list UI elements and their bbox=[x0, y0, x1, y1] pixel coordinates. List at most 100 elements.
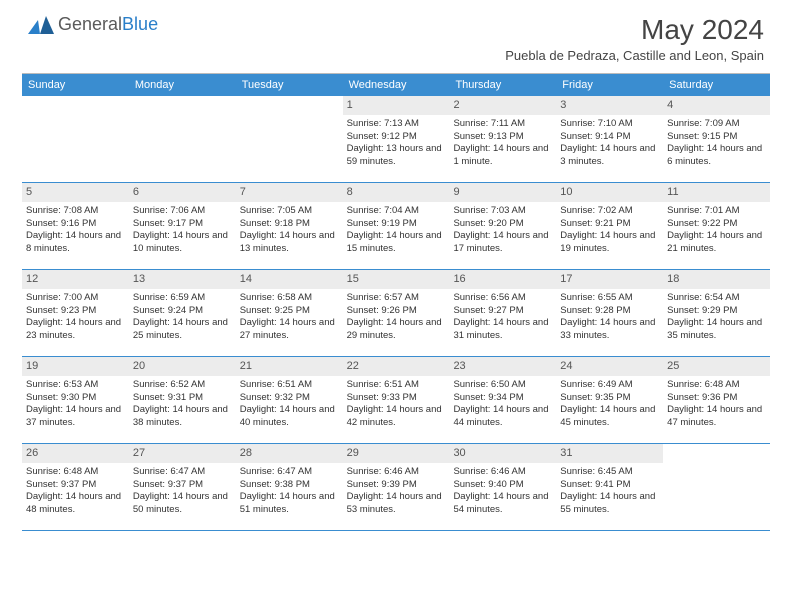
day-number: 23 bbox=[449, 357, 556, 376]
daylight-line: Daylight: 13 hours and 59 minutes. bbox=[347, 143, 446, 169]
day-cell: 6Sunrise: 7:06 AMSunset: 9:17 PMDaylight… bbox=[129, 183, 236, 269]
daylight-line: Daylight: 14 hours and 13 minutes. bbox=[240, 230, 339, 256]
sunrise-line: Sunrise: 7:05 AM bbox=[240, 205, 339, 218]
daylight-line: Daylight: 14 hours and 17 minutes. bbox=[453, 230, 552, 256]
week-row: 1Sunrise: 7:13 AMSunset: 9:12 PMDaylight… bbox=[22, 96, 770, 183]
month-title: May 2024 bbox=[505, 14, 764, 46]
day-number: 2 bbox=[449, 96, 556, 115]
week-row: 5Sunrise: 7:08 AMSunset: 9:16 PMDaylight… bbox=[22, 183, 770, 270]
sunset-line: Sunset: 9:37 PM bbox=[26, 479, 125, 492]
day-number: 26 bbox=[22, 444, 129, 463]
sunrise-line: Sunrise: 7:09 AM bbox=[667, 118, 766, 131]
day-cell: 13Sunrise: 6:59 AMSunset: 9:24 PMDayligh… bbox=[129, 270, 236, 356]
sunrise-line: Sunrise: 7:04 AM bbox=[347, 205, 446, 218]
sunset-line: Sunset: 9:27 PM bbox=[453, 305, 552, 318]
day-cell: 14Sunrise: 6:58 AMSunset: 9:25 PMDayligh… bbox=[236, 270, 343, 356]
day-number: 24 bbox=[556, 357, 663, 376]
sunrise-line: Sunrise: 6:56 AM bbox=[453, 292, 552, 305]
weeks-container: 1Sunrise: 7:13 AMSunset: 9:12 PMDaylight… bbox=[22, 96, 770, 531]
day-cell: 2Sunrise: 7:11 AMSunset: 9:13 PMDaylight… bbox=[449, 96, 556, 182]
sunset-line: Sunset: 9:39 PM bbox=[347, 479, 446, 492]
day-cell: 16 Sunrise: 6:56 AMSunset: 9:27 PMDayligh… bbox=[449, 270, 556, 356]
weekday-header: Monday bbox=[129, 74, 236, 96]
sunrise-line: Sunrise: 7:00 AM bbox=[26, 292, 125, 305]
day-cell: 24Sunrise: 6:49 AMSunset: 9:35 PMDayligh… bbox=[556, 357, 663, 443]
sunrise-line: Sunrise: 7:11 AM bbox=[453, 118, 552, 131]
sunset-line: Sunset: 9:12 PM bbox=[347, 131, 446, 144]
sunset-line: Sunset: 9:24 PM bbox=[133, 305, 232, 318]
sunrise-line: Sunrise: 7:06 AM bbox=[133, 205, 232, 218]
sunset-line: Sunset: 9:34 PM bbox=[453, 392, 552, 405]
sunset-line: Sunset: 9:14 PM bbox=[560, 131, 659, 144]
logo: GeneralBlue bbox=[28, 14, 158, 35]
day-number: 16 bbox=[449, 270, 556, 289]
day-number: 6 bbox=[129, 183, 236, 202]
day-number: 22 bbox=[343, 357, 450, 376]
daylight-line: Daylight: 14 hours and 15 minutes. bbox=[347, 230, 446, 256]
sunrise-line: Sunrise: 6:58 AM bbox=[240, 292, 339, 305]
sunset-line: Sunset: 9:18 PM bbox=[240, 218, 339, 231]
sunrise-line: Sunrise: 6:53 AM bbox=[26, 379, 125, 392]
day-cell bbox=[22, 96, 129, 182]
weekday-header: Friday bbox=[556, 74, 663, 96]
day-number: 8 bbox=[343, 183, 450, 202]
daylight-line: Daylight: 14 hours and 19 minutes. bbox=[560, 230, 659, 256]
sunset-line: Sunset: 9:30 PM bbox=[26, 392, 125, 405]
daylight-line: Daylight: 14 hours and 44 minutes. bbox=[453, 404, 552, 430]
daylight-line: Daylight: 14 hours and 3 minutes. bbox=[560, 143, 659, 169]
sunset-line: Sunset: 9:40 PM bbox=[453, 479, 552, 492]
day-number: 14 bbox=[236, 270, 343, 289]
sunset-line: Sunset: 9:37 PM bbox=[133, 479, 232, 492]
day-number: 25 bbox=[663, 357, 770, 376]
daylight-line: Daylight: 14 hours and 33 minutes. bbox=[560, 317, 659, 343]
daylight-line: Daylight: 14 hours and 40 minutes. bbox=[240, 404, 339, 430]
daylight-line: Daylight: 14 hours and 31 minutes. bbox=[453, 317, 552, 343]
daylight-line: Daylight: 14 hours and 50 minutes. bbox=[133, 491, 232, 517]
day-number: 17 bbox=[556, 270, 663, 289]
day-number: 4 bbox=[663, 96, 770, 115]
daylight-line: Daylight: 14 hours and 25 minutes. bbox=[133, 317, 232, 343]
day-number: 12 bbox=[22, 270, 129, 289]
daylight-line: Daylight: 14 hours and 51 minutes. bbox=[240, 491, 339, 517]
day-number: 5 bbox=[22, 183, 129, 202]
day-number: 11 bbox=[663, 183, 770, 202]
sunrise-line: Sunrise: 6:59 AM bbox=[133, 292, 232, 305]
sunset-line: Sunset: 9:31 PM bbox=[133, 392, 232, 405]
sunrise-line: Sunrise: 7:08 AM bbox=[26, 205, 125, 218]
weekday-header: Sunday bbox=[22, 74, 129, 96]
day-cell: 21Sunrise: 6:51 AMSunset: 9:32 PMDayligh… bbox=[236, 357, 343, 443]
sunrise-line: Sunrise: 6:52 AM bbox=[133, 379, 232, 392]
sunrise-line: Sunrise: 6:50 AM bbox=[453, 379, 552, 392]
day-cell: 25Sunrise: 6:48 AMSunset: 9:36 PMDayligh… bbox=[663, 357, 770, 443]
sunrise-line: Sunrise: 6:46 AM bbox=[347, 466, 446, 479]
day-cell bbox=[236, 96, 343, 182]
sunset-line: Sunset: 9:38 PM bbox=[240, 479, 339, 492]
sunrise-line: Sunrise: 6:48 AM bbox=[26, 466, 125, 479]
daylight-line: Daylight: 14 hours and 48 minutes. bbox=[26, 491, 125, 517]
sunset-line: Sunset: 9:35 PM bbox=[560, 392, 659, 405]
day-cell: 3Sunrise: 7:10 AMSunset: 9:14 PMDaylight… bbox=[556, 96, 663, 182]
daylight-line: Daylight: 14 hours and 1 minute. bbox=[453, 143, 552, 169]
sunrise-line: Sunrise: 6:47 AM bbox=[133, 466, 232, 479]
day-cell: 29Sunrise: 6:46 AMSunset: 9:39 PMDayligh… bbox=[343, 444, 450, 530]
week-row: 19Sunrise: 6:53 AMSunset: 9:30 PMDayligh… bbox=[22, 357, 770, 444]
day-cell: 30Sunrise: 6:46 AMSunset: 9:40 PMDayligh… bbox=[449, 444, 556, 530]
sunrise-line: Sunrise: 6:57 AM bbox=[347, 292, 446, 305]
sunrise-line: Sunrise: 6:48 AM bbox=[667, 379, 766, 392]
sunset-line: Sunset: 9:32 PM bbox=[240, 392, 339, 405]
day-number: 28 bbox=[236, 444, 343, 463]
week-row: 12Sunrise: 7:00 AMSunset: 9:23 PMDayligh… bbox=[22, 270, 770, 357]
weekday-header: Tuesday bbox=[236, 74, 343, 96]
sunrise-line: Sunrise: 6:54 AM bbox=[667, 292, 766, 305]
day-cell: 22Sunrise: 6:51 AMSunset: 9:33 PMDayligh… bbox=[343, 357, 450, 443]
day-cell: 9Sunrise: 7:03 AMSunset: 9:20 PMDaylight… bbox=[449, 183, 556, 269]
sunset-line: Sunset: 9:29 PM bbox=[667, 305, 766, 318]
daylight-line: Daylight: 14 hours and 54 minutes. bbox=[453, 491, 552, 517]
day-cell: 8Sunrise: 7:04 AMSunset: 9:19 PMDaylight… bbox=[343, 183, 450, 269]
day-cell: 15Sunrise: 6:57 AMSunset: 9:26 PMDayligh… bbox=[343, 270, 450, 356]
day-number: 30 bbox=[449, 444, 556, 463]
daylight-line: Daylight: 14 hours and 47 minutes. bbox=[667, 404, 766, 430]
day-number: 31 bbox=[556, 444, 663, 463]
day-number: 3 bbox=[556, 96, 663, 115]
sunset-line: Sunset: 9:20 PM bbox=[453, 218, 552, 231]
